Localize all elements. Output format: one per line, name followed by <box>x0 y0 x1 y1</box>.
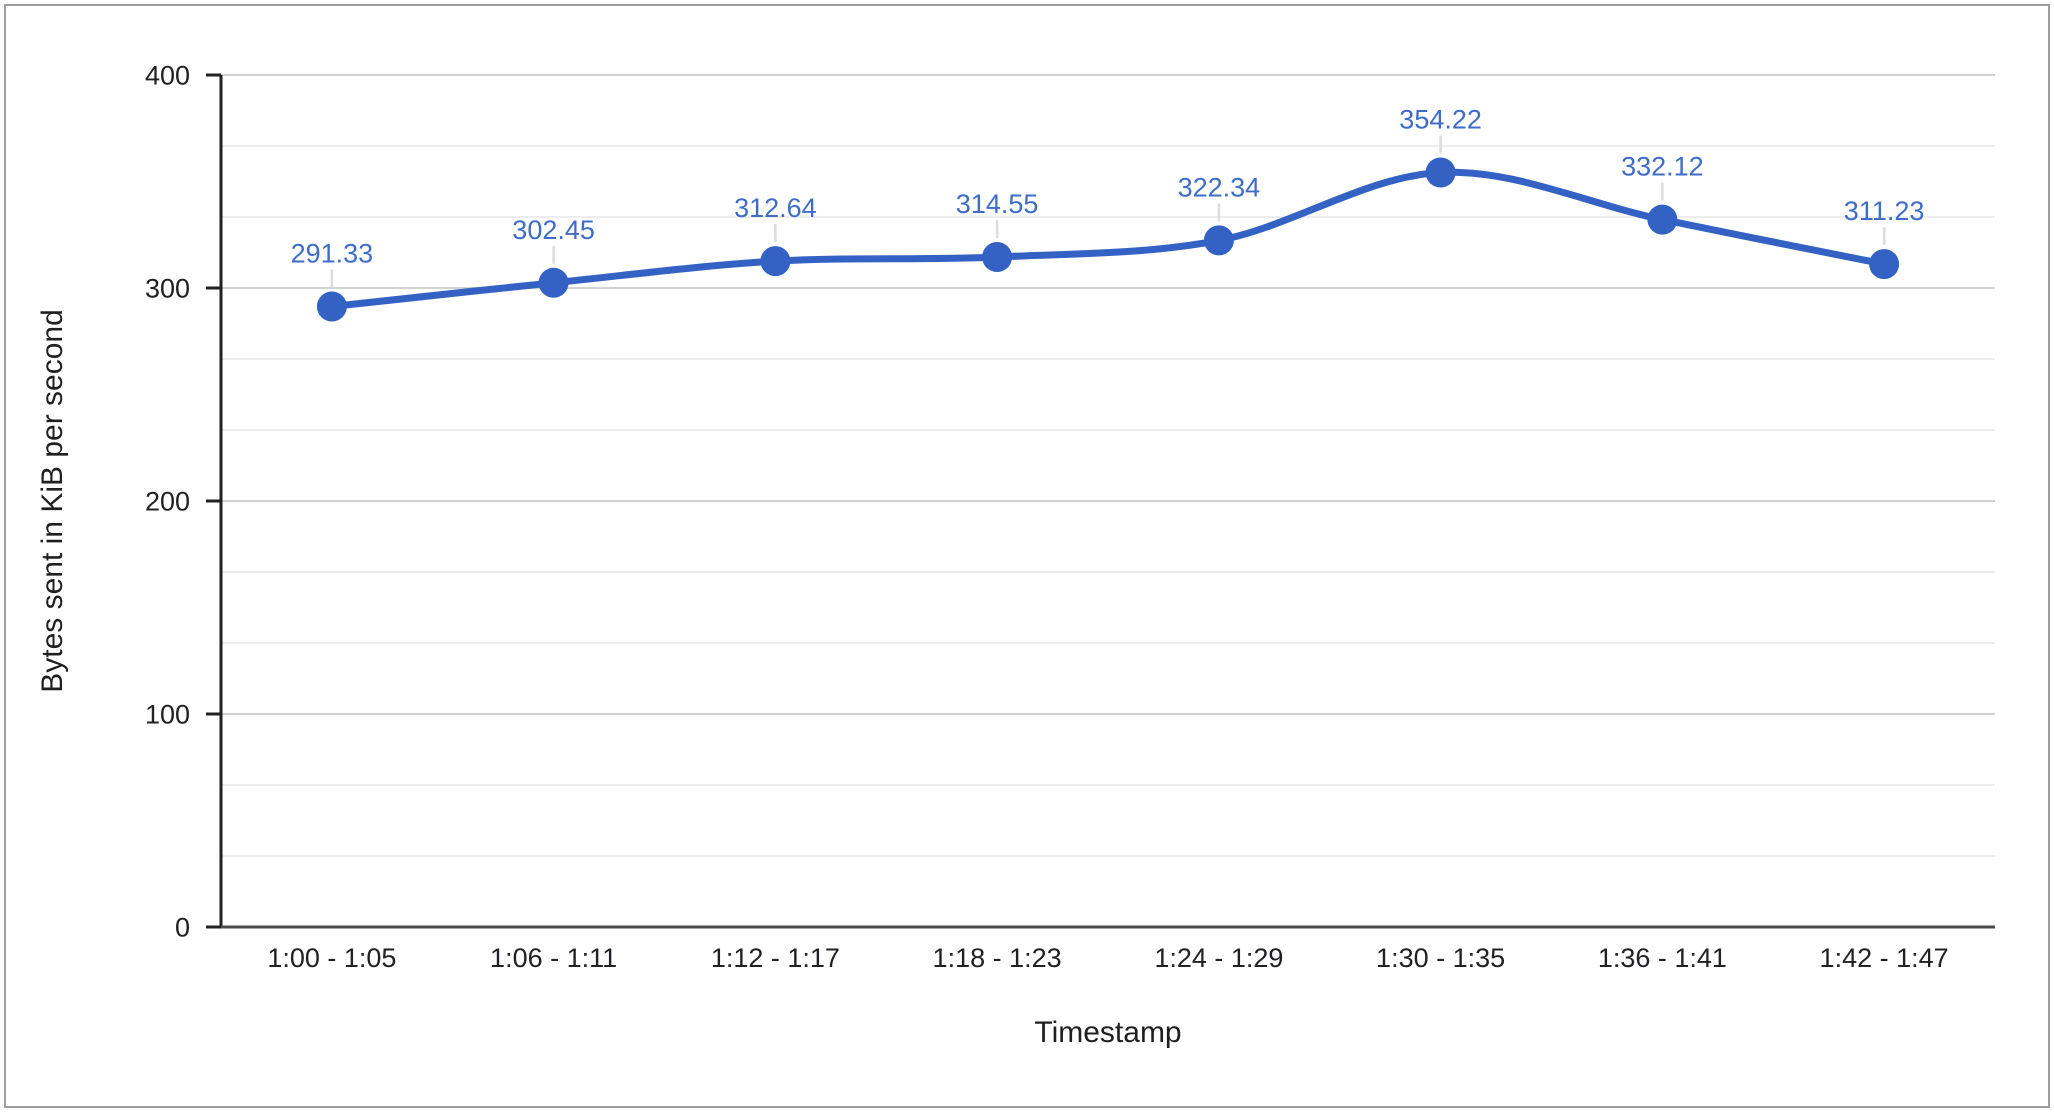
data-point[interactable] <box>982 242 1013 272</box>
x-tick-label: 1:18 - 1:23 <box>933 943 1062 973</box>
x-tick-label: 1:12 - 1:17 <box>711 943 840 973</box>
chart-frame <box>4 4 2050 1108</box>
x-axis-title: Timestamp <box>1034 1016 1181 1049</box>
y-tick-label: 400 <box>145 61 190 91</box>
data-point[interactable] <box>1869 249 1900 280</box>
data-point-label: 322.34 <box>1178 172 1261 202</box>
x-tick-label: 1:36 - 1:41 <box>1598 943 1727 973</box>
y-axis-title: Bytes sent in KiB per second <box>36 309 69 693</box>
x-tick-label: 1:30 - 1:35 <box>1376 943 1505 973</box>
data-point-label: 311.23 <box>1844 196 1925 226</box>
data-point[interactable] <box>1203 225 1234 256</box>
data-point-label: 291.33 <box>291 239 374 269</box>
data-point[interactable] <box>538 267 569 298</box>
y-tick-label: 200 <box>145 487 190 517</box>
data-point[interactable] <box>316 291 347 322</box>
data-point[interactable] <box>1425 157 1456 188</box>
x-tick-label: 1:00 - 1:05 <box>267 943 396 973</box>
x-tick-label: 1:24 - 1:29 <box>1154 943 1283 973</box>
data-point-label: 354.22 <box>1399 105 1482 135</box>
y-tick-label: 300 <box>145 274 190 304</box>
y-tick-label: 100 <box>145 700 190 730</box>
x-tick-label: 1:06 - 1:11 <box>490 943 617 973</box>
y-tick-label: 0 <box>175 913 190 943</box>
x-tick-label: 1:42 - 1:47 <box>1820 943 1949 973</box>
data-point-label: 332.12 <box>1621 152 1704 182</box>
data-point-label: 302.45 <box>512 215 595 245</box>
data-point[interactable] <box>760 246 791 277</box>
data-point-label: 314.55 <box>956 189 1039 219</box>
data-point-label: 312.64 <box>734 193 817 223</box>
series-line <box>328 168 1888 310</box>
data-point[interactable] <box>1647 204 1678 235</box>
